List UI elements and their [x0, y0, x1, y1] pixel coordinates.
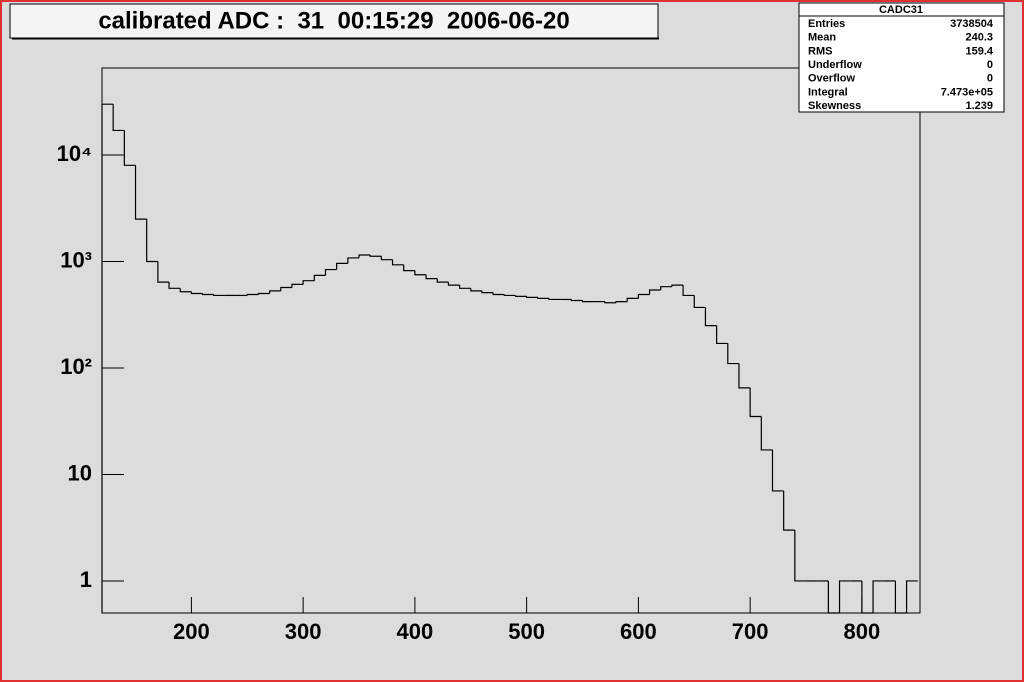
x-tick-label: 400 — [397, 619, 434, 644]
histogram-bin — [760, 416, 773, 451]
histogram-bin — [481, 290, 494, 294]
histogram-bin — [548, 298, 561, 301]
histogram-bin — [693, 295, 706, 309]
histogram-bin — [280, 286, 292, 291]
chart-title: calibrated ADC : 31 00:15:29 2006-06-20 — [98, 7, 569, 34]
histogram-bin — [112, 104, 125, 132]
x-tick-label: 200 — [173, 619, 210, 644]
y-tick-label: 10³ — [60, 247, 92, 272]
histogram-bin — [403, 264, 415, 272]
histogram-bin — [905, 580, 918, 613]
stats-label: Integral — [808, 86, 848, 98]
x-tick-label: 800 — [844, 619, 881, 644]
histogram-bin — [492, 292, 505, 296]
stats-label: Overflow — [808, 73, 856, 85]
histogram-bin — [246, 293, 259, 296]
stats-value: 7.473e+05 — [941, 86, 993, 98]
stats-value: 0 — [987, 73, 993, 85]
y-tick-label: 1 — [80, 567, 92, 592]
histogram-bin — [648, 289, 661, 295]
stats-label: Entries — [808, 18, 845, 30]
histogram-bin — [168, 282, 181, 289]
title-box — [9, 3, 659, 39]
histogram-bin — [146, 219, 158, 263]
histogram-bin — [358, 254, 371, 258]
histogram-bin — [313, 274, 326, 281]
x-tick-label: 700 — [732, 619, 769, 644]
stats-value: 0 — [987, 59, 993, 71]
histogram-bin — [157, 261, 170, 283]
x-tick-label: 300 — [285, 619, 322, 644]
histogram-bin — [269, 290, 281, 294]
y-tick-label: 10² — [60, 354, 92, 379]
histogram-bin — [414, 270, 427, 276]
histogram-bin — [503, 294, 516, 297]
histogram-bin — [190, 291, 203, 295]
histogram-bin — [894, 580, 907, 614]
histogram-bin — [369, 255, 382, 257]
histogram-bin — [302, 280, 315, 285]
histogram-bin — [838, 580, 851, 613]
histogram-bin — [101, 103, 114, 613]
histogram-bin — [783, 490, 795, 531]
stats-box — [798, 2, 1005, 113]
histogram-bin — [671, 284, 684, 287]
stats-value: 1.239 — [965, 100, 993, 112]
stats-label: Skewness — [808, 100, 861, 112]
stats-title: CADC31 — [879, 4, 923, 16]
histogram-bin — [861, 580, 874, 614]
stats-label: Underflow — [808, 59, 862, 71]
histogram-bin — [637, 293, 650, 299]
histogram-bin — [380, 256, 393, 261]
histogram-bin — [827, 580, 840, 614]
histogram-bin — [626, 297, 639, 302]
histogram-bin — [704, 307, 717, 327]
histogram-bin — [660, 286, 672, 290]
histogram-bin — [324, 268, 337, 276]
histogram-bin — [213, 294, 225, 297]
histogram-bin — [794, 530, 807, 582]
histogram-bin — [514, 295, 527, 297]
histogram-bin — [771, 449, 784, 492]
histogram-bin — [738, 363, 751, 389]
histogram-bin — [615, 300, 628, 303]
histogram-bin — [581, 300, 594, 303]
histogram-bin — [537, 297, 549, 300]
y-tick-label: 10⁴ — [57, 141, 92, 166]
histogram-bin — [425, 274, 438, 280]
histogram-bin — [447, 282, 460, 286]
histogram-bin — [436, 278, 449, 283]
y-tick-label: 10 — [68, 460, 92, 485]
stats-label: RMS — [808, 45, 832, 57]
stats-value: 159.4 — [965, 45, 993, 57]
x-tick-label: 500 — [508, 619, 545, 644]
histogram-bin — [336, 262, 348, 270]
stats-value: 240.3 — [965, 32, 993, 44]
histogram-bin — [347, 257, 360, 264]
histogram-bin — [134, 165, 147, 220]
plot-frame — [101, 67, 921, 614]
histogram-bin — [604, 301, 617, 304]
stats-value: 3738504 — [950, 18, 994, 30]
histogram-bin — [749, 387, 762, 418]
histogram-bin — [201, 293, 214, 296]
histogram-bin — [526, 296, 538, 298]
histogram-bin — [470, 288, 482, 292]
stats-label: Mean — [808, 32, 836, 44]
histogram-bin — [458, 285, 471, 289]
histogram-bin — [716, 325, 728, 345]
histogram-bin — [872, 580, 885, 613]
histogram-bin — [123, 130, 136, 166]
histogram-bin — [257, 292, 270, 295]
x-tick-label: 600 — [620, 619, 657, 644]
histogram-bin — [179, 288, 192, 293]
histogram-bin — [291, 283, 304, 288]
histogram-bin — [682, 285, 695, 297]
histogram-bin — [391, 259, 404, 266]
histogram-bin — [570, 299, 583, 302]
histogram-bin — [727, 343, 739, 365]
